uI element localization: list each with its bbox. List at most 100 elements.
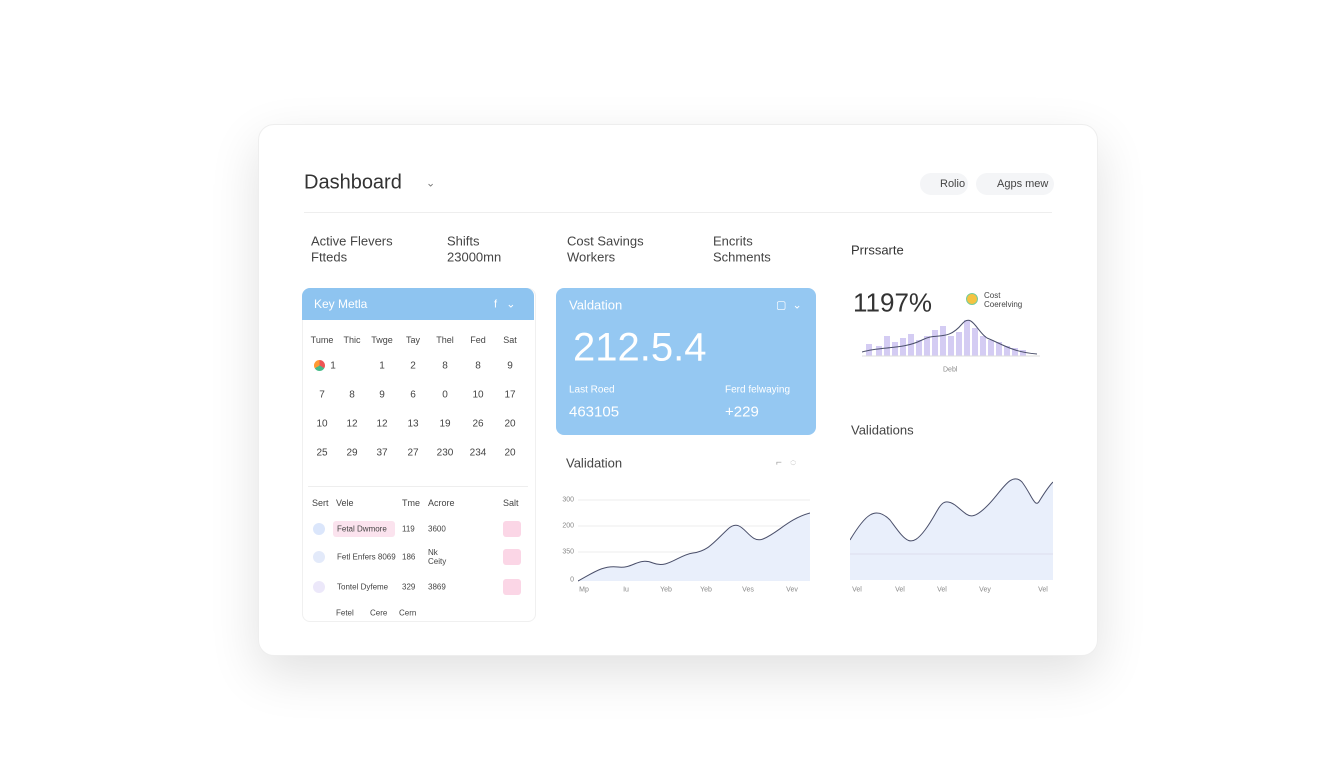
x-tick-label: Vel: [937, 586, 947, 594]
validations-chart: [850, 478, 1053, 580]
divider: [304, 212, 1052, 213]
table-header: Salt: [503, 498, 519, 508]
card-title: Prrssarte: [851, 242, 904, 258]
area: [578, 513, 810, 581]
validation-chart: [578, 499, 810, 582]
line: [578, 512, 810, 582]
highlight-icons[interactable]: ▢ ⌄: [776, 299, 802, 312]
table-cell: Fetl Enfers 8069: [337, 552, 396, 562]
highlight-title: Valdation: [569, 297, 623, 313]
x-tick-label: Vel: [895, 586, 905, 594]
x-tick-label: Vel: [1038, 586, 1048, 594]
row-tag: [503, 579, 521, 595]
calendar-day: 8: [349, 389, 355, 401]
calendar-icon: [314, 360, 325, 371]
y-tick-label: 350: [562, 548, 574, 556]
calendar-day: 12: [346, 418, 358, 430]
highlight-sub: +229: [725, 403, 759, 421]
stat-label: Shifts: [447, 233, 480, 249]
calendar-day: 2: [410, 360, 416, 372]
area: [850, 478, 1053, 580]
calendar-day: 9: [379, 389, 385, 401]
calendar-icons[interactable]: f ⌄: [494, 298, 516, 311]
weekday: Thel: [436, 335, 454, 345]
table-footer: Fetel: [336, 608, 354, 618]
x-tick-label: Iu: [623, 586, 629, 594]
table-footer: Cere: [370, 608, 388, 618]
calendar-day: 10: [316, 418, 328, 430]
card-title: Validations: [851, 422, 914, 438]
calendar-header: [302, 288, 534, 320]
chart-icons[interactable]: ⌐ ◌: [776, 457, 797, 469]
calendar-day: 12: [376, 418, 388, 430]
card-value: 1197%: [853, 287, 933, 318]
table-cell: Tontel Dyfeme: [337, 582, 389, 592]
line: [862, 319, 1038, 355]
weekday: Thic: [343, 335, 361, 345]
table-cell: 3600: [428, 524, 446, 534]
stat-sub: Ftteds: [311, 249, 348, 265]
calendar-day: 0: [442, 389, 448, 401]
calendar-day: 234: [469, 447, 487, 459]
calendar-day: 8: [475, 360, 481, 372]
title-caret[interactable]: ⌄: [426, 177, 436, 190]
table-footer: Cern: [399, 608, 417, 618]
stat-label: Encrits: [713, 233, 753, 249]
chart-title: Validation: [566, 455, 623, 471]
calendar-day: 29: [346, 447, 358, 459]
calendar-day: 13: [407, 418, 419, 430]
calendar-day: 20: [504, 418, 516, 430]
x-tick-label: Vev: [786, 586, 798, 594]
y-tick-label: 200: [562, 522, 574, 530]
stat-label: Active Flevers: [311, 233, 393, 249]
stat-sub: 23000mn: [447, 249, 502, 265]
x-tick-label: Mp: [579, 586, 589, 594]
row-dot: [313, 523, 325, 535]
header-button[interactable]: Rolio: [940, 178, 966, 190]
row-dot: [313, 551, 325, 563]
highlight-label: Ferd felwaying: [725, 384, 791, 396]
x-tick-label: Vey: [979, 586, 991, 594]
calendar-title: Key Metla: [314, 297, 368, 311]
table-cell: Fetal Dwmore: [337, 524, 387, 534]
table-header: Vele: [336, 498, 354, 508]
calendar-day: 26: [472, 418, 484, 430]
bars: [866, 320, 1026, 356]
highlight-card: [556, 288, 816, 435]
stat-label: Cost Savings: [567, 233, 644, 249]
calendar-day: 19: [439, 418, 451, 430]
calendar-day: 9: [507, 360, 513, 372]
page-title: Dashboard: [304, 171, 402, 194]
calendar-day: 1: [330, 360, 336, 372]
y-tick-label: 0: [570, 576, 574, 584]
calendar-day: 20: [504, 447, 516, 459]
pressure-chart: [862, 319, 1040, 357]
table-cell: Nk Ceity: [428, 548, 447, 566]
weekday: Fed: [470, 335, 486, 345]
weekday: Sat: [503, 335, 517, 345]
table-header: Sert: [312, 498, 329, 508]
pill-bg: [920, 173, 968, 195]
x-tick-label: Yeb: [700, 586, 712, 594]
legend-icon: [966, 293, 978, 305]
row-dot: [313, 581, 325, 593]
y-tick-label: 300: [562, 496, 574, 504]
pill-bg: [976, 173, 1054, 195]
highlight-label: Last Roed: [569, 384, 615, 396]
weekday: Twge: [371, 335, 393, 345]
table-cell: 329: [402, 582, 416, 592]
calendar-day: 10: [472, 389, 484, 401]
row-tag: [503, 521, 521, 537]
stat-sub: Workers: [567, 249, 616, 265]
line: [850, 478, 1053, 542]
legend: Cost Coerelving: [984, 291, 1023, 309]
stat-sub: Schments: [713, 249, 771, 265]
calendar-day: 230: [436, 447, 454, 459]
header-button[interactable]: Agps mew: [997, 178, 1049, 190]
table-header: Acrore: [428, 498, 455, 508]
calendar-day: 37: [376, 447, 388, 459]
calendar-day: 7: [319, 389, 325, 401]
calendar-day: 17: [504, 389, 516, 401]
weekday: Tay: [405, 335, 421, 345]
